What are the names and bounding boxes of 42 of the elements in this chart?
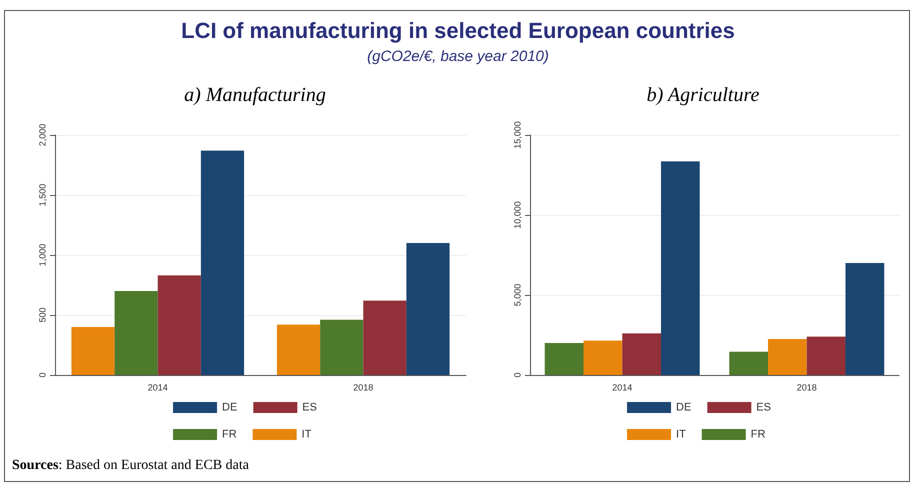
x-tick-label: 2014 — [612, 382, 632, 392]
y-tick-label: 10,000 — [512, 201, 522, 229]
y-tick-label: 1,000 — [38, 244, 48, 266]
legend-label: ES — [756, 402, 771, 414]
bar — [806, 336, 846, 375]
bar — [729, 352, 768, 375]
bar — [406, 243, 450, 375]
bar — [276, 324, 320, 375]
source-note: Sources: Based on Eurostat and ECB data — [12, 458, 249, 474]
legend-label: FR — [222, 428, 237, 440]
x-tick-label: 2014 — [148, 382, 168, 392]
bar — [200, 150, 244, 375]
y-tick-label: 0 — [38, 372, 48, 378]
y-tick-label: 0 — [512, 372, 522, 378]
bar — [768, 339, 807, 375]
bar — [544, 343, 584, 375]
y-tick-label: 500 — [38, 307, 48, 323]
y-tick-label: 5,000 — [512, 284, 522, 306]
y-tick-label: 2,000 — [38, 124, 48, 146]
legend-label: DE — [676, 402, 692, 414]
bar — [845, 263, 884, 375]
chart-title: a) Manufacturing — [183, 84, 327, 107]
x-tick-label: 2018 — [353, 382, 374, 392]
bar — [71, 327, 115, 375]
legend-label: IT — [302, 428, 312, 440]
bar — [622, 333, 661, 375]
bar — [363, 300, 406, 375]
bar — [584, 340, 622, 375]
chart-title: b) Agriculture — [646, 84, 760, 107]
legend-label: IT — [676, 428, 686, 440]
bar — [158, 275, 201, 375]
text: (gCO2e/€, base year 2010) — [366, 48, 550, 65]
legend-label: DE — [222, 402, 238, 414]
legend-label: FR — [750, 428, 766, 440]
legend-label: ES — [302, 402, 317, 414]
x-tick-label: 2018 — [796, 382, 817, 392]
y-tick-label: 1,500 — [38, 184, 48, 206]
bar — [660, 161, 700, 375]
bar — [114, 291, 158, 375]
y-tick-label: 15,000 — [512, 121, 522, 149]
bar — [320, 320, 364, 375]
text: LCI of manufacturing in selected European countries — [180, 18, 736, 44]
